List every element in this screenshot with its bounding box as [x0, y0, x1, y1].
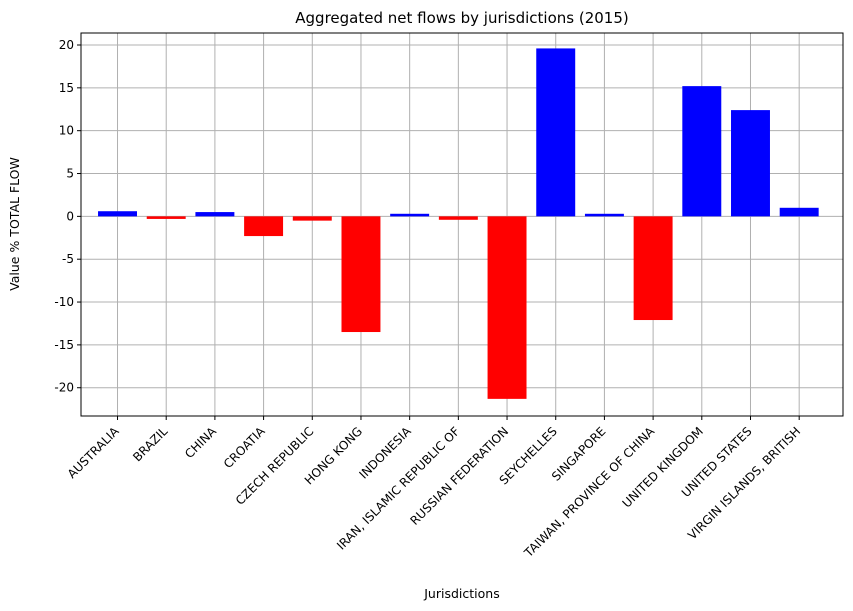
x-tick-label: RUSSIAN FEDERATION	[407, 424, 511, 528]
y-tick-label: -20	[54, 381, 74, 395]
x-tick-label: BRAZIL	[130, 424, 170, 464]
y-axis-ticks: -20 -15 -10 -5 0 5 10 15 20	[54, 38, 81, 395]
bar	[584, 213, 624, 217]
y-tick-label: -10	[54, 295, 74, 309]
x-tick-label: UNITED KINGDOM	[620, 424, 706, 510]
y-tick-label: 10	[59, 124, 74, 138]
bar	[536, 48, 576, 217]
bar	[731, 110, 770, 217]
chart-title: Aggregated net flows by jurisdictions (2…	[295, 9, 628, 27]
y-tick-label: -5	[62, 252, 74, 266]
bar	[244, 216, 284, 237]
plot-frame	[80, 32, 844, 417]
y-tick-label: 15	[59, 81, 74, 95]
x-tick-label: AUSTRALIA	[65, 424, 122, 481]
x-tick-label: CHINA	[182, 424, 219, 461]
y-tick-label: 20	[59, 38, 74, 52]
bar	[779, 207, 819, 217]
y-tick-label: 5	[66, 167, 74, 181]
bar	[633, 216, 673, 321]
plot-background	[81, 33, 843, 416]
x-tick-label: CROATIA	[221, 424, 268, 471]
bar	[390, 213, 430, 217]
y-axis-label: Value % TOTAL FLOW	[7, 157, 22, 291]
y-tick-label: 0	[66, 209, 74, 223]
bar	[438, 216, 478, 220]
bar	[98, 211, 137, 217]
y-tick-label: -15	[54, 338, 74, 352]
bar	[487, 216, 527, 399]
bar	[682, 86, 722, 217]
bar	[341, 216, 381, 333]
x-axis-label: Jurisdictions	[423, 586, 499, 601]
bars	[98, 48, 819, 399]
bar	[146, 216, 186, 219]
bar	[195, 212, 235, 217]
bar	[292, 216, 332, 221]
